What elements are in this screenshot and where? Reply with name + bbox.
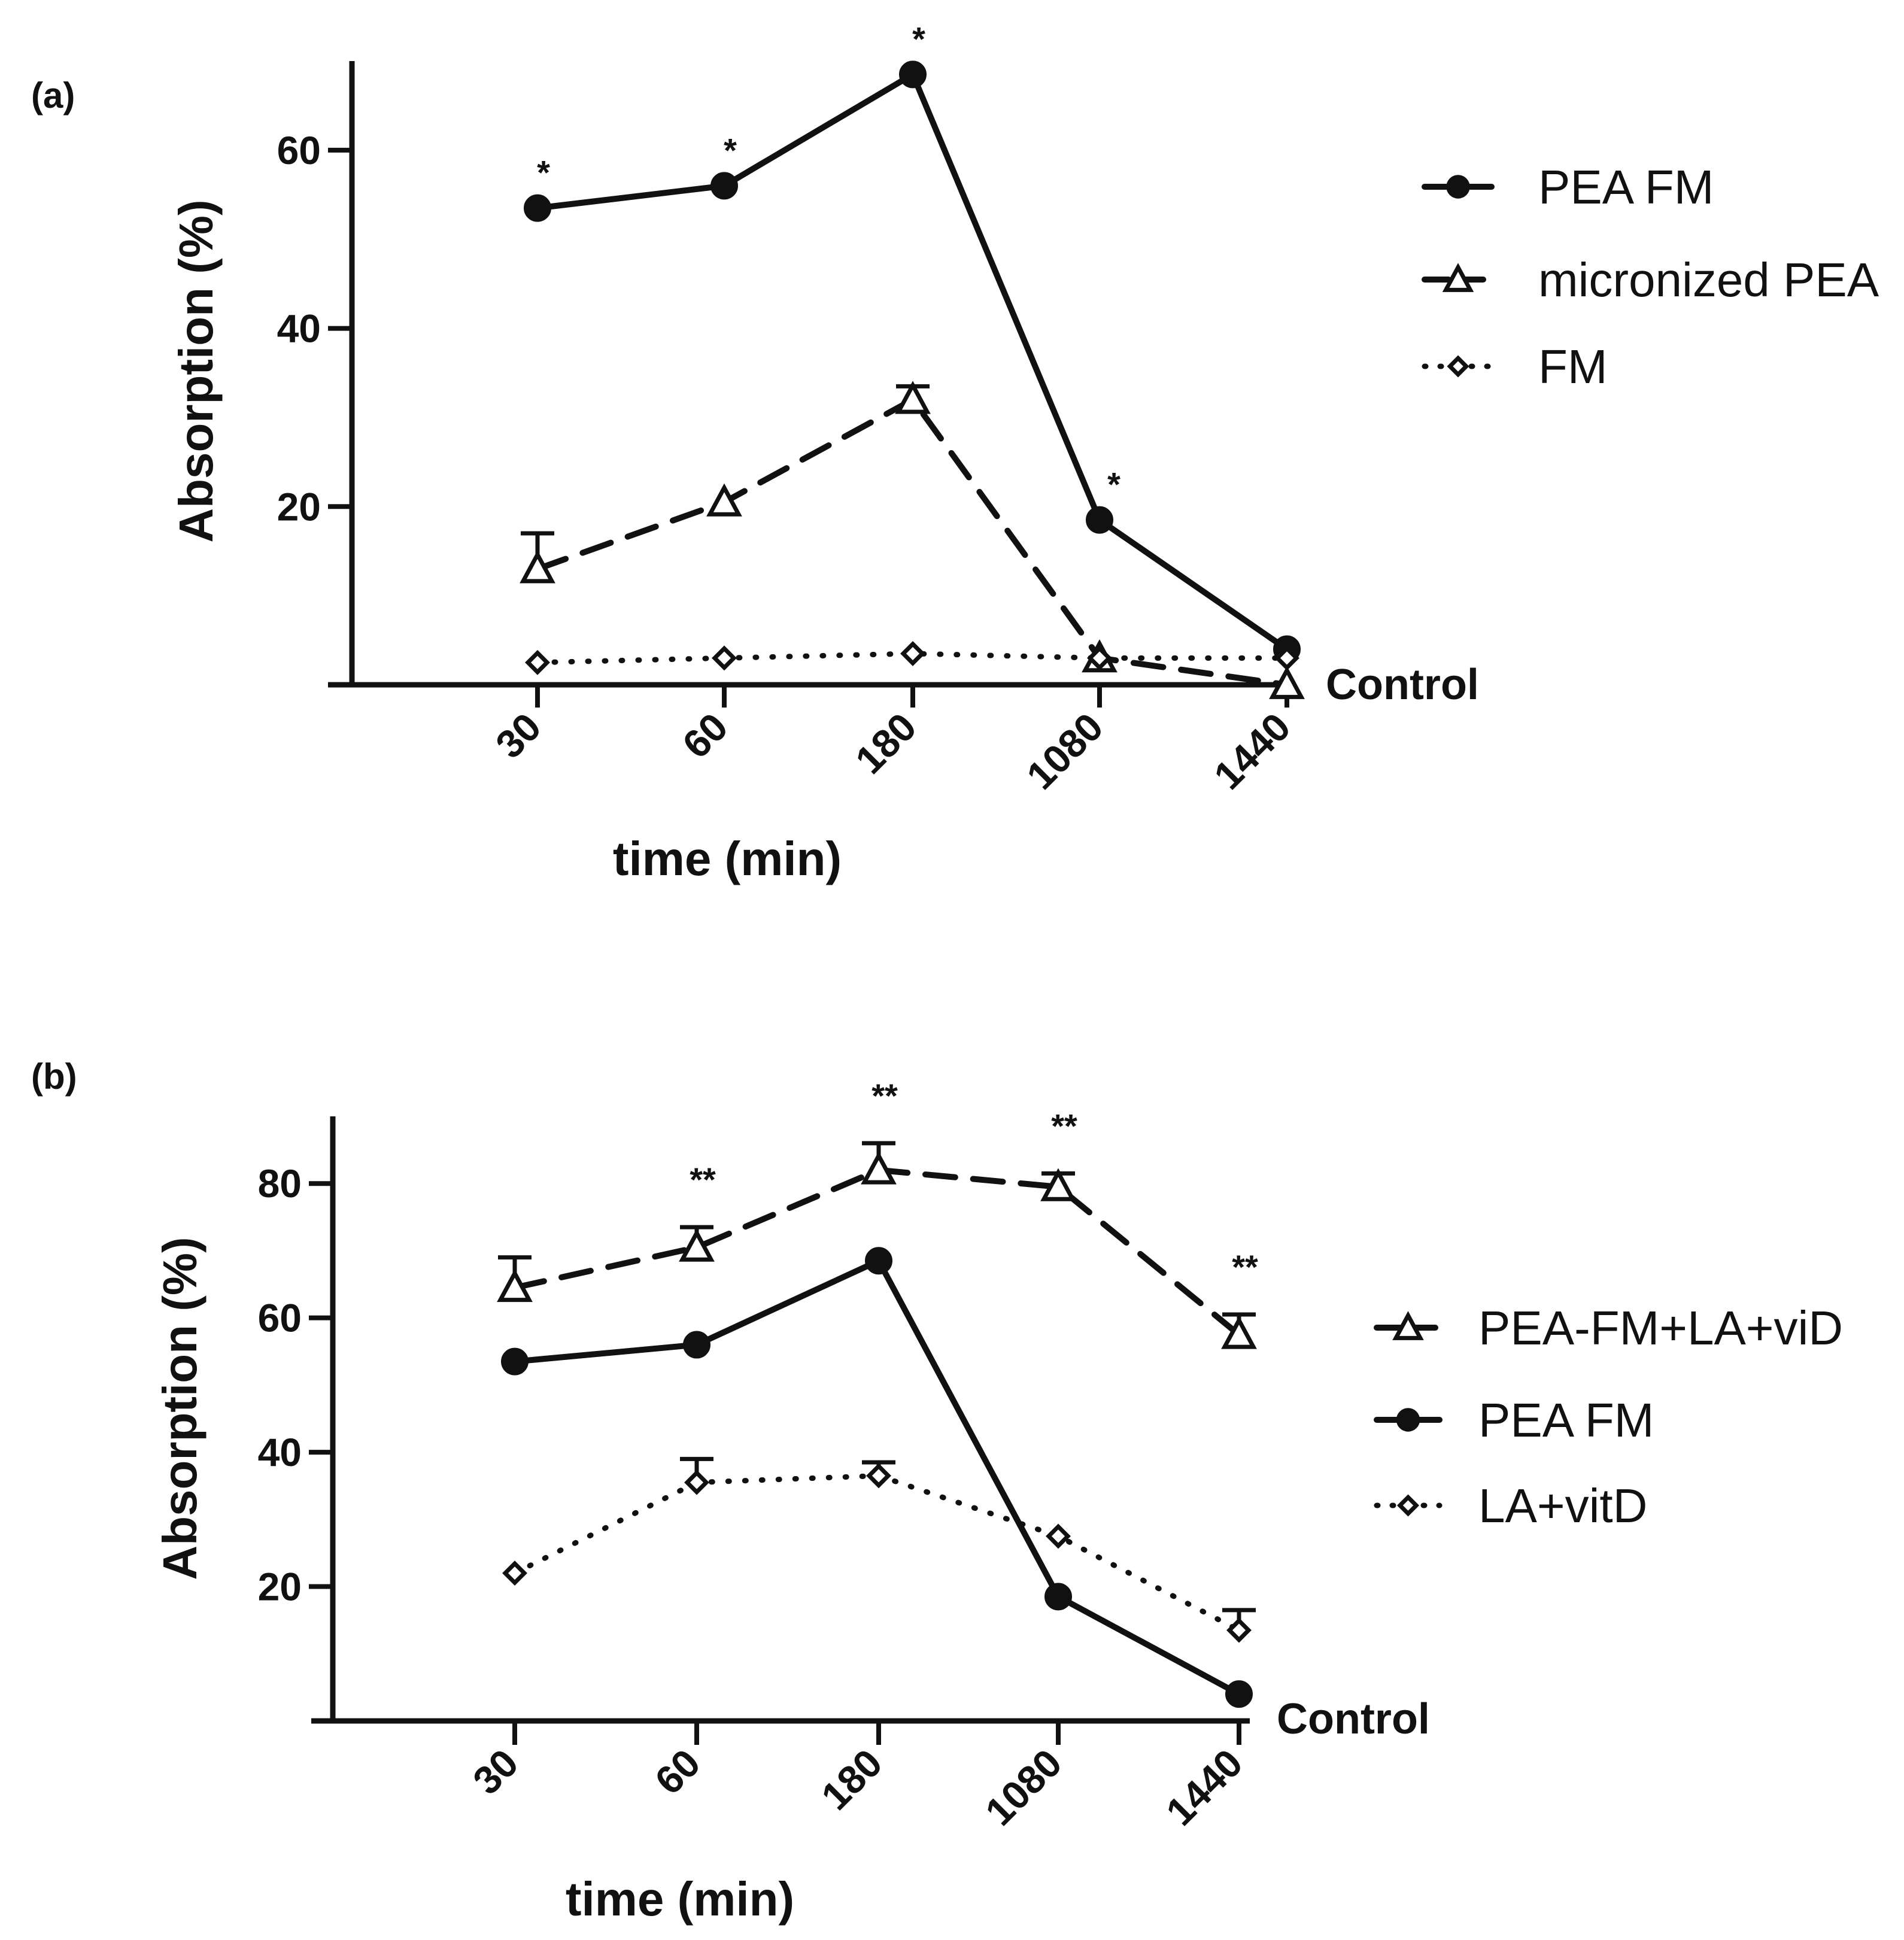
- legend-label: PEA FM: [1478, 1393, 1654, 1447]
- triangle-marker: [861, 1151, 897, 1185]
- circle-marker: [1446, 175, 1470, 199]
- y-tick-label: 60: [258, 1296, 302, 1340]
- triangle-marker: [679, 1228, 715, 1262]
- y-tick-label: 20: [277, 484, 321, 529]
- series-la-vitd: LA+vitD: [502, 1456, 1647, 1643]
- legend-label: PEA FM: [1538, 160, 1714, 214]
- significance-label: **: [871, 1077, 898, 1115]
- y-tick-label: 40: [277, 306, 321, 351]
- circle-marker: [1086, 506, 1113, 534]
- x-tick-label: 30: [487, 705, 549, 767]
- significance-label: **: [1232, 1248, 1258, 1286]
- x-tick-label: 1080: [1018, 705, 1112, 798]
- x-axis-title: time (min): [613, 832, 842, 885]
- x-tick-label: 30: [464, 1741, 527, 1803]
- series-pea-fm: PEA FM: [501, 1247, 1654, 1708]
- x-tick-label: 180: [847, 705, 925, 782]
- diamond-marker: [1274, 645, 1299, 671]
- circle-marker: [524, 194, 551, 222]
- triangle-marker: [497, 1268, 533, 1303]
- y-tick-label: 20: [258, 1565, 302, 1609]
- significance-label: **: [690, 1161, 716, 1198]
- series-pea-fm-la-vid: ** ** ** ** PEA-FM+LA+viD: [497, 1077, 1843, 1355]
- circle-marker: [501, 1347, 529, 1376]
- triangle-marker: [1221, 1316, 1257, 1349]
- series-line: [535, 71, 1290, 652]
- legend-label: micronized PEA: [1538, 253, 1879, 306]
- y-axis-title: Absorption (%): [153, 1237, 207, 1580]
- diamond-marker: [866, 1463, 891, 1489]
- circle-marker: [710, 172, 738, 200]
- y-tick-label: 40: [258, 1430, 302, 1474]
- series-line: [512, 1473, 1242, 1633]
- panel-label: (a): [31, 75, 75, 116]
- triangle-marker: [1442, 263, 1474, 292]
- diamond-marker: [1046, 1523, 1071, 1549]
- significance-label: *: [537, 154, 550, 192]
- circle-marker: [1225, 1680, 1253, 1708]
- x-tick-label: 180: [813, 1741, 891, 1818]
- diamond-marker: [684, 1470, 709, 1495]
- triangle-marker: [1392, 1311, 1424, 1340]
- circle-marker: [683, 1331, 710, 1359]
- legend-label: FM: [1538, 340, 1608, 393]
- series-pea-fm: * * * * PEA FM: [524, 20, 1714, 663]
- x-tick-label: 1080: [977, 1741, 1070, 1834]
- y-tick-label: 80: [258, 1161, 302, 1206]
- triangle-marker: [895, 381, 931, 414]
- significance-label: *: [724, 131, 737, 169]
- diamond-marker: [1087, 645, 1112, 671]
- series-fm: FM: [525, 340, 1608, 675]
- diamond-marker: [1396, 1494, 1420, 1517]
- diamond-marker: [1447, 355, 1469, 378]
- series-micronized-pea: micronized PEA: [520, 253, 1879, 699]
- chart-panel-a: (a) 20 40 60 30 60 180 1080 1440 Absorption (%) ti…: [31, 20, 1879, 885]
- legend-label: PEA-FM+LA+viD: [1478, 1301, 1843, 1355]
- triangle-marker: [1269, 666, 1305, 699]
- diamond-marker: [900, 640, 925, 666]
- panel-label: (b): [31, 1056, 77, 1097]
- circle-marker: [1044, 1583, 1072, 1611]
- x-tick-label: 60: [674, 705, 736, 767]
- significance-label: *: [912, 20, 925, 57]
- x-axis-title: time (min): [566, 1872, 794, 1926]
- diamond-marker: [1226, 1617, 1252, 1643]
- chart-panel-b: (b) 20 40 60 80 30 60 180 1080 1440 Absorption (%)…: [31, 1056, 1843, 1926]
- diamond-marker: [525, 649, 550, 675]
- significance-label: *: [1107, 466, 1120, 503]
- circle-marker: [899, 60, 927, 89]
- significance-label: **: [1051, 1107, 1077, 1144]
- x-tick-label: 1440: [1205, 705, 1299, 798]
- y-tick-label: 60: [277, 128, 321, 172]
- x-tick-label: 1440: [1158, 1741, 1251, 1834]
- x-tick-label: 60: [646, 1741, 709, 1803]
- control-label: Control: [1326, 661, 1479, 709]
- circle-marker: [1396, 1408, 1420, 1432]
- diamond-marker: [712, 645, 737, 671]
- control-label: Control: [1277, 1695, 1430, 1743]
- triangle-marker: [520, 550, 555, 584]
- y-axis-title: Absorption (%): [169, 199, 223, 542]
- triangle-marker: [706, 483, 742, 517]
- diamond-marker: [502, 1560, 527, 1586]
- legend-label: LA+vitD: [1478, 1479, 1647, 1532]
- circle-marker: [865, 1247, 892, 1275]
- triangle-marker: [1040, 1168, 1076, 1201]
